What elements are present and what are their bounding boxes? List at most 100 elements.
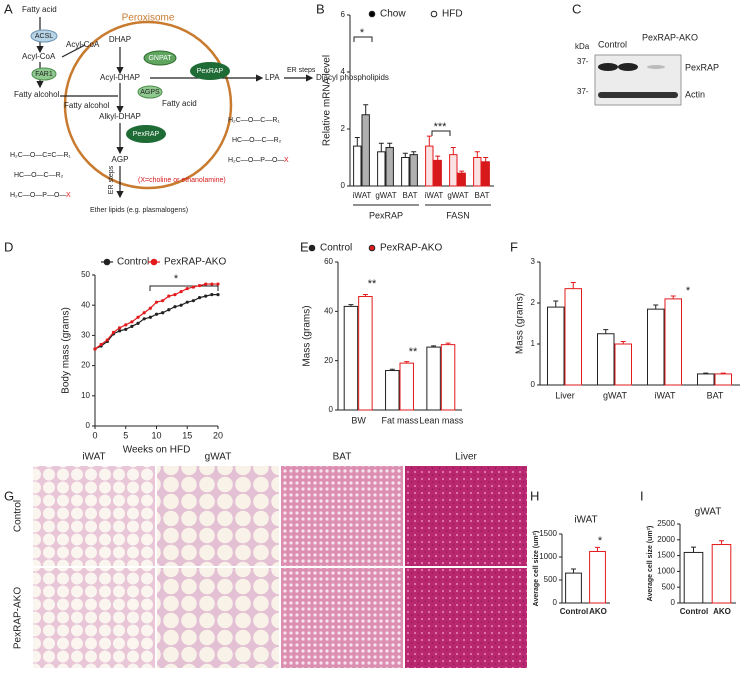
legend-label: Control [117, 257, 149, 268]
error-bar [670, 295, 676, 299]
y-axis-label: Average cell size (um²) [647, 526, 654, 602]
structure-line: HC—O—C—R₂ [14, 172, 64, 179]
y-tick-label: 2500 [657, 519, 675, 528]
significance: * [686, 285, 691, 297]
column-label: Liver [455, 452, 477, 463]
y-tick-label: 40 [81, 300, 90, 309]
chart-title: iWAT [574, 515, 597, 526]
bar [358, 296, 373, 411]
error-bar [570, 282, 576, 289]
diagram-node: Alkyl-DHAP [99, 112, 141, 121]
bar [614, 343, 632, 386]
point [142, 317, 146, 321]
point [136, 321, 140, 325]
micrograph [281, 568, 403, 668]
y-tick-label: 50 [81, 270, 90, 279]
bar [401, 157, 410, 187]
micrograph [33, 466, 155, 566]
panel-label: F [510, 239, 518, 254]
y-tick-label: 20 [324, 356, 333, 365]
legend-marker [103, 258, 111, 266]
error-bar [459, 170, 465, 174]
structure-line: H₂C—O—P—O— [228, 157, 284, 164]
blot-band [598, 63, 618, 71]
structure-line: H₂C—O—C=C—R₁ [10, 152, 72, 159]
point [154, 312, 159, 316]
y-tick-label: 1000 [657, 567, 675, 576]
error-bar [431, 345, 437, 348]
error-bar [354, 137, 360, 147]
bar [440, 344, 456, 411]
chart-title: gWAT [695, 507, 722, 518]
bar [664, 298, 682, 386]
structure-line: H₂C—O—C—R₁ [228, 117, 280, 124]
x-tick-label: 15 [182, 430, 192, 440]
x-tick-label: gWAT [447, 191, 468, 200]
point [111, 330, 116, 334]
point [124, 327, 128, 331]
significance: ** [409, 346, 418, 358]
point [148, 315, 152, 319]
column-label: gWAT [205, 452, 232, 463]
error-bar [387, 142, 393, 148]
significance: *** [434, 121, 448, 133]
point [173, 293, 177, 297]
micrograph [33, 568, 155, 668]
error-bar [404, 361, 410, 364]
y-tick-label: 4 [341, 67, 346, 76]
bar [399, 362, 414, 411]
x-axis-label: Weeks on HFD [123, 445, 191, 456]
bar [565, 572, 582, 604]
point [197, 283, 202, 288]
micrograph [157, 466, 279, 566]
band-label: Actin [685, 89, 705, 99]
panel-label: A [4, 1, 13, 16]
error-bar [445, 342, 451, 345]
point [148, 306, 152, 310]
band-label: PexRAP [685, 62, 719, 72]
y-tick-label: 60 [324, 257, 333, 266]
diagram-node: Acyl-DHAP [100, 73, 140, 82]
diagram-node: Acyl-CoA [22, 52, 56, 61]
legend-label: Control [320, 243, 352, 254]
diagram-node: PexRAP [197, 68, 224, 75]
diagram-node: Diacyl phospholipids [316, 73, 389, 82]
diagram-node: LPA [265, 73, 280, 82]
point [204, 294, 208, 298]
row-label: PexRAP-AKO [13, 587, 24, 649]
y-tick-label: 2000 [657, 535, 675, 544]
bar [547, 306, 565, 386]
x-tick-label: Liver [555, 390, 575, 400]
structure-line: HC—O—C—R₂ [232, 137, 282, 144]
bar [409, 154, 418, 187]
legend-label: PexRAP-AKO [380, 243, 442, 254]
bracket [431, 130, 451, 136]
x-tick-label: Control [560, 607, 588, 616]
bar [385, 370, 400, 411]
panel-label: I [640, 488, 644, 503]
error-bar [620, 341, 626, 344]
diagram-node: Ether lipids (e.g. plasmalogens) [90, 207, 188, 214]
error-bar [691, 546, 696, 553]
enzyme [137, 85, 163, 99]
panel-label: C [572, 1, 581, 16]
panel-label: H [530, 488, 539, 503]
structure-line: H₂C—O—P—O— [10, 192, 66, 199]
error-bar [553, 300, 559, 308]
y-axis-label: Body mass (grams) [61, 307, 72, 394]
y-axis-label: Average cell size (um²) [533, 531, 540, 607]
bar [385, 147, 394, 187]
error-bar [389, 368, 395, 371]
y-tick-label: 2 [531, 298, 536, 307]
enzyme [126, 125, 166, 143]
enzyme [190, 62, 230, 80]
pathway-diagram: Peroxisome Fatty acid ACSL Acyl-CoA FAR1… [10, 5, 389, 214]
point [142, 311, 146, 315]
bar [714, 373, 732, 386]
error-bar [595, 546, 600, 552]
histology-grid: iWAT gWAT BAT Liver Control PexRAP-AKO [13, 452, 527, 668]
diagram-node: AGPS [140, 89, 160, 96]
point [161, 299, 165, 303]
point [216, 293, 220, 297]
x-tick-label: iWAT [655, 390, 676, 400]
